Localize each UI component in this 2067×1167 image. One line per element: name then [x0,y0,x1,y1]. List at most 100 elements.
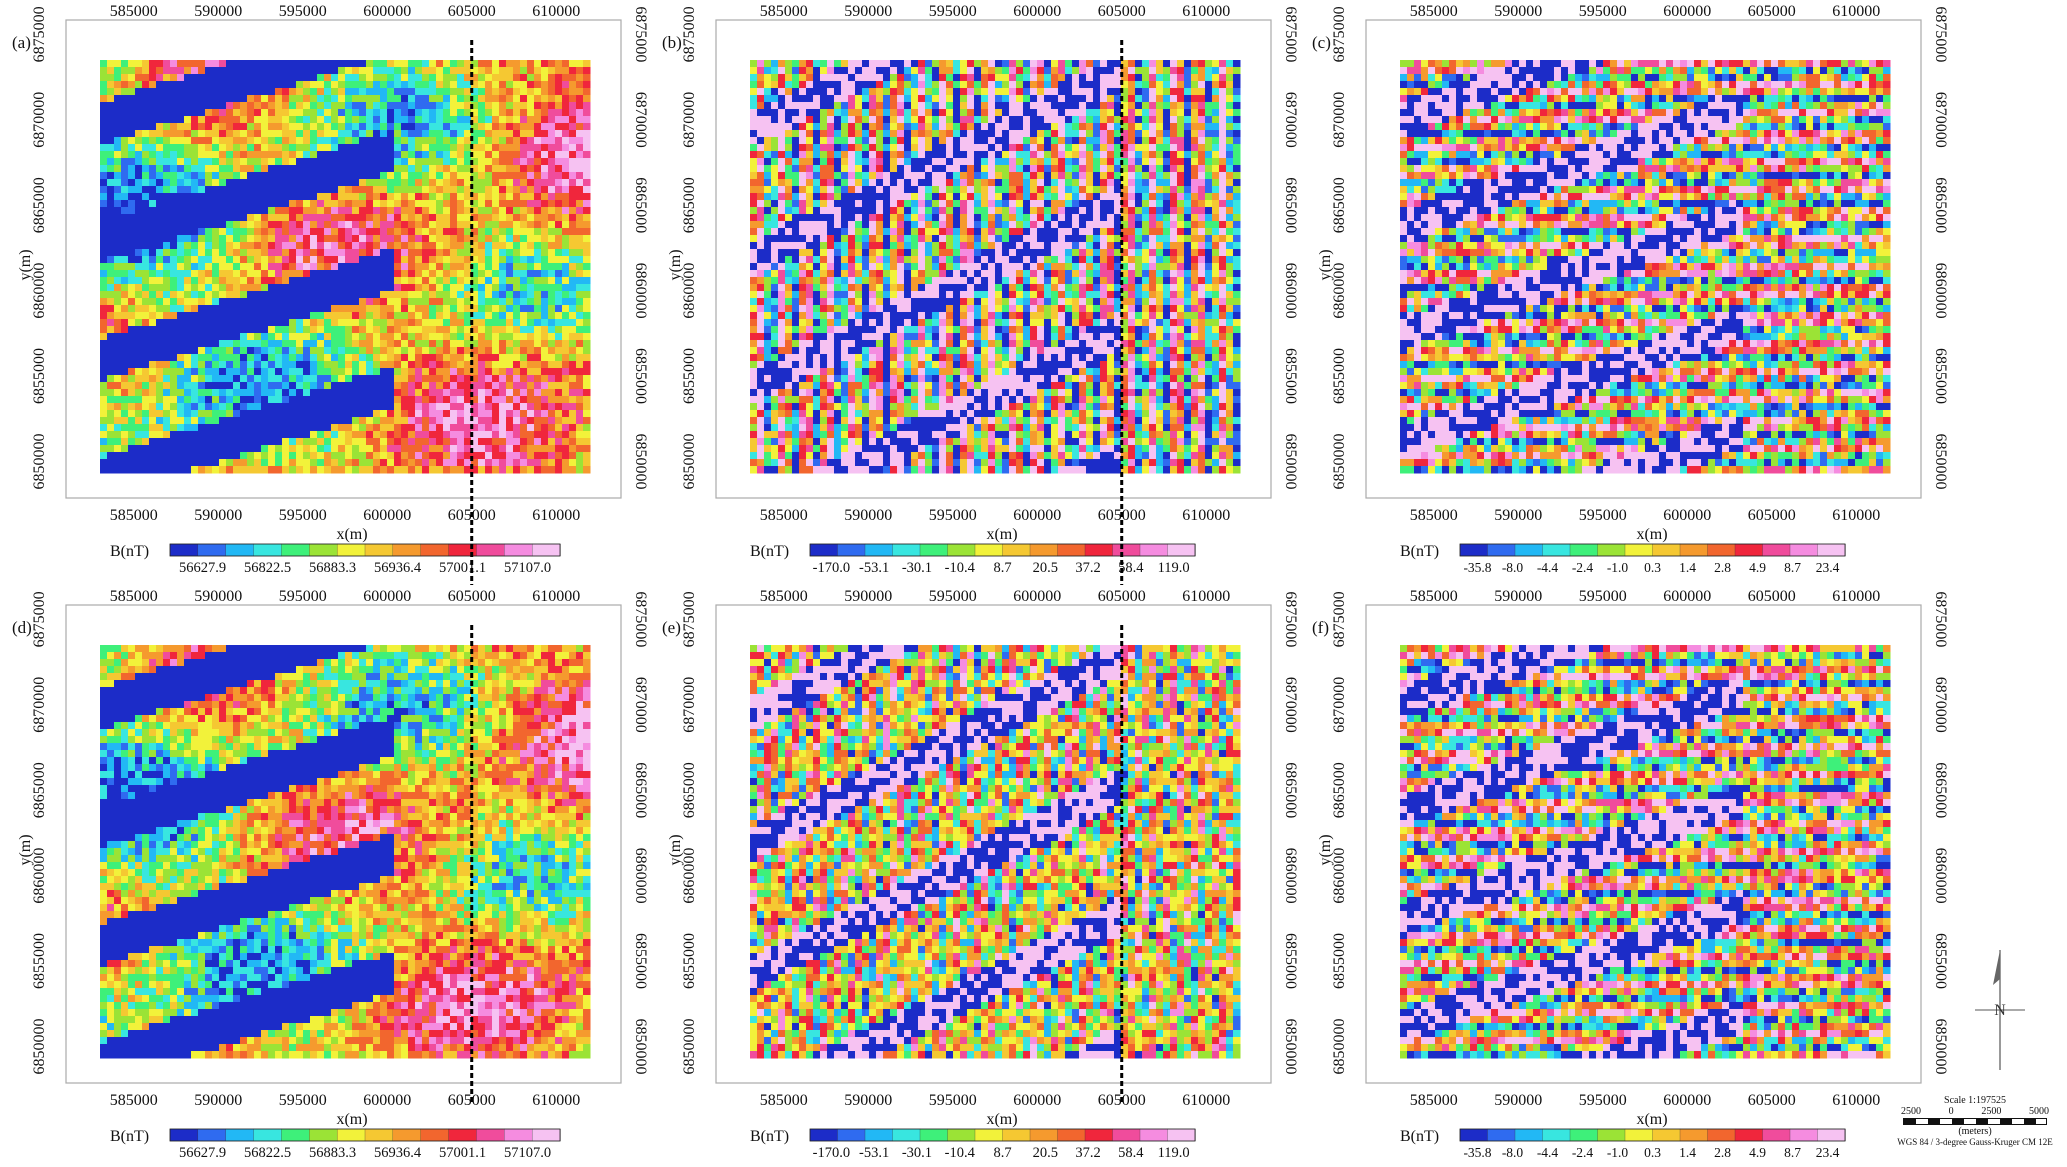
y-tick-label-right: 6870000 [1932,92,1949,148]
y-tick-label-right: 6870000 [632,92,649,148]
colorbar-swatch [1487,543,1516,557]
panel-frame [715,604,1272,1084]
colorbar-tick-label: 23.4 [1816,1145,1840,1160]
y-tick-label-right: 6850000 [632,433,649,489]
panel-e: (e) 585000 585000 590000 590000 595000 595000 6… [650,585,1299,1161]
y-tick-label-left: 6855000 [31,933,48,989]
y-tick-label-right: 6855000 [632,933,649,989]
scale-tick: 5000 [2029,1106,2049,1117]
colorbar-swatch [892,1128,921,1142]
y-tick-label-right: 6850000 [632,1018,649,1074]
x-axis-label: x(m) [336,526,367,543]
x-tick-label-bottom: 605000 [1748,1092,1796,1109]
y-tick-label-right: 6855000 [1932,348,1949,404]
x-tick-label-bottom: 600000 [363,1092,411,1109]
heatmap-image [750,645,1241,1059]
x-tick-label-top: 610000 [1182,588,1230,605]
panel-frame [65,604,622,1084]
x-tick-label-bottom: 600000 [1013,1092,1061,1109]
colorbar-swatch [309,1128,338,1142]
y-tick-label-right: 6855000 [1932,933,1949,989]
y-tick-label-right: 6855000 [1282,933,1299,989]
y-tick-label-left: 6875000 [681,591,698,647]
x-tick-label-top: 590000 [1494,3,1542,20]
colorbar-swatch [420,1128,450,1142]
colorbar-swatch [476,543,505,557]
y-tick-label-left: 6860000 [31,263,48,319]
x-tick-label-bottom: 600000 [1013,507,1061,524]
colorbar-swatch [1762,543,1791,557]
heatmap-image [750,60,1241,474]
colorbar-swatch [1789,1128,1819,1142]
colorbar-tick-label: 57107.0 [504,560,551,576]
x-tick-label-top: 600000 [363,3,411,20]
y-axis-label: y(m) [1317,834,1334,865]
x-tick-label-top: 590000 [844,3,892,20]
colorbar-tick-label: 20.5 [1033,560,1058,576]
y-tick-label-left: 6875000 [31,591,48,647]
colorbar-swatch [1734,543,1764,557]
x-tick-label-top: 595000 [1579,588,1627,605]
y-tick-label-left: 6850000 [31,1018,48,1074]
colorbar-swatch [281,543,310,557]
x-tick-label-top: 590000 [194,3,242,20]
y-tick-label-left: 6865000 [31,177,48,233]
x-tick-label-top: 605000 [1748,3,1796,20]
colorbar-title: B(nT) [110,1128,149,1145]
colorbar-tick-label: -8.0 [1502,1145,1524,1160]
colorbar-swatch [1789,543,1819,557]
y-tick-label-left: 6865000 [1331,762,1348,818]
colorbar-swatch [1734,1128,1764,1142]
colorbar-swatch [1817,543,1846,557]
colorbar-tick-label: 57107.0 [504,1145,551,1161]
colorbar-swatch [1624,1128,1654,1142]
colorbar-swatch [892,543,921,557]
y-tick-label-right: 6870000 [1282,677,1299,733]
panel-frame [1365,19,1922,499]
colorbar-swatch [225,1128,255,1142]
x-tick-label-top: 600000 [1663,588,1711,605]
x-tick-label-top: 605000 [448,588,496,605]
colorbar-swatch [309,543,338,557]
colorbar-tick-label: 56883.3 [309,1145,356,1161]
north-arrow: N [1965,945,2035,1080]
colorbar-tick-label: 0.3 [1644,1145,1661,1160]
colorbar-tick-label: 56883.3 [309,560,356,576]
y-tick-label-right: 6860000 [1282,263,1299,319]
x-tick-label-bottom: 600000 [363,507,411,524]
colorbar-swatch [1569,543,1599,557]
y-tick-label-right: 6865000 [632,177,649,233]
x-tick-label-bottom: 595000 [1579,1092,1627,1109]
colorbar-tick-label: -8.0 [1502,560,1524,575]
panel-svg: (d) 585000 585000 590000 590000 595000 595000 6… [12,588,649,1161]
colorbar-swatch [448,1128,478,1142]
colorbar-swatch [225,543,255,557]
y-axis-label: y(m) [667,834,684,865]
colorbar-swatch [281,1128,310,1142]
colorbar-swatch [1624,543,1654,557]
x-tick-label-bottom: 605000 [1748,507,1796,524]
y-tick-label-left: 6860000 [1331,263,1348,319]
x-tick-label-top: 595000 [279,3,327,20]
colorbar-swatch [531,1128,561,1142]
colorbar-title: B(nT) [750,543,789,560]
panel-svg: (b) 585000 585000 590000 590000 595000 595000 6… [662,3,1299,585]
y-tick-label-right: 6875000 [632,591,649,647]
colorbar-swatch [1707,1128,1736,1142]
y-tick-label-left: 6870000 [681,92,698,148]
colorbar-swatch [1679,543,1709,557]
colorbar-tick-label: 119.0 [1158,560,1190,576]
colorbar-tick-label: -30.1 [902,1145,932,1161]
y-tick-label-left: 6870000 [31,92,48,148]
panel-svg: (c) 585000 585000 590000 590000 595000 595000 6… [1312,3,1949,575]
panel-label: (c) [1312,33,1331,52]
colorbar-swatch [1084,543,1114,557]
x-tick-label-top: 595000 [929,588,977,605]
y-tick-label-left: 6865000 [1331,177,1348,233]
colorbar-tick-label: 56627.9 [179,1145,226,1161]
colorbar-tick-label: 56822.5 [244,1145,291,1161]
panel-f: (f) 585000 585000 590000 590000 595000 595000 6… [1300,585,1949,1160]
y-tick-label-left: 6860000 [1331,848,1348,904]
colorbar-tick-label: -53.1 [859,560,889,576]
y-axis-label: y(m) [17,249,34,280]
